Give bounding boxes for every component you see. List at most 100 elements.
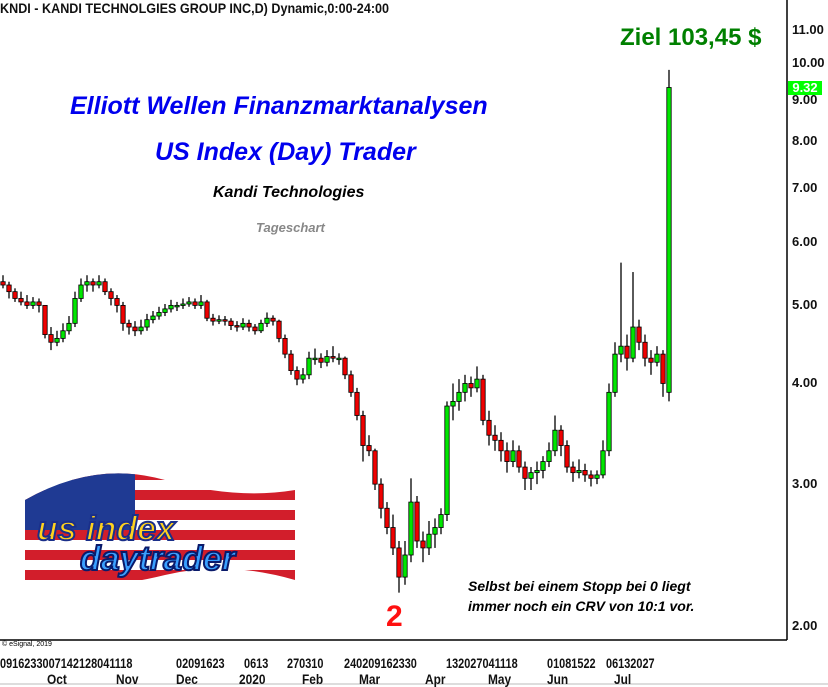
candle: [642, 334, 648, 367]
x-day-labels: 270310: [287, 655, 324, 671]
candle: [288, 350, 294, 375]
candle-body: [180, 303, 186, 306]
candle: [558, 425, 564, 457]
candle: [444, 401, 450, 521]
candle: [534, 461, 540, 485]
svg-text:us index: us index: [37, 510, 177, 548]
candle-body: [330, 356, 336, 359]
y-tick-label: 5.00: [792, 297, 818, 313]
chart-header: KNDI - KANDI TECHNOLGIES GROUP INC,D) Dy…: [0, 0, 390, 16]
candle: [84, 275, 90, 292]
candle-body: [78, 284, 84, 299]
candle: [138, 319, 144, 335]
candle: [564, 440, 570, 473]
candle-body: [552, 429, 558, 452]
candle: [570, 461, 576, 482]
candle-body: [0, 281, 6, 286]
candle-body: [318, 357, 324, 363]
x-day-labels: 06132027: [606, 655, 655, 671]
candle: [246, 319, 252, 332]
title-line-2: US Index (Day) Trader: [155, 138, 416, 166]
candle-body: [198, 301, 204, 306]
candle-body: [234, 325, 240, 328]
candle-body: [108, 291, 114, 299]
candle: [624, 334, 630, 371]
candle: [264, 312, 270, 328]
note-line-2: immer noch ein CRV von 10:1 vor.: [468, 598, 695, 614]
candle: [606, 383, 612, 457]
candle-body: [12, 291, 18, 299]
candle-body: [348, 374, 354, 393]
candle-body: [150, 315, 156, 321]
candle: [18, 291, 24, 306]
candle-body: [504, 450, 510, 462]
candle: [654, 346, 660, 367]
y-tick-label: 4.00: [792, 375, 818, 391]
candle: [132, 321, 138, 337]
y-tick-label: 3.00: [792, 476, 818, 492]
candle: [396, 540, 402, 593]
candle-body: [240, 322, 246, 328]
candle: [312, 348, 318, 365]
candle-body: [6, 284, 12, 293]
candle: [222, 316, 228, 326]
x-month-label: Dec: [176, 671, 198, 687]
candle-body: [438, 514, 444, 528]
candle: [390, 514, 396, 555]
candle-body: [168, 304, 174, 310]
us-index-daytrader-logo: us index daytrader: [25, 473, 295, 591]
candle: [492, 425, 498, 451]
title-line-1: Elliott Wellen Finanzmarktanalysen: [70, 92, 488, 120]
candle-body: [498, 439, 504, 452]
company-name: Kandi Technologies: [213, 184, 365, 201]
candle-body: [84, 281, 90, 286]
candle: [174, 301, 180, 312]
candle: [96, 275, 102, 289]
candle-body: [24, 301, 30, 306]
candle-body: [414, 501, 420, 542]
candle-body: [378, 483, 384, 509]
candle-body: [120, 304, 126, 324]
candle-body: [18, 298, 24, 303]
candle: [630, 272, 636, 363]
candle-body: [666, 87, 672, 393]
x-day-labels: 02091623: [176, 655, 225, 671]
timeframe-label: Tageschart: [256, 220, 325, 235]
candle: [108, 288, 114, 306]
candle: [204, 299, 210, 322]
candle: [78, 278, 84, 302]
candle: [588, 470, 594, 487]
y-tick-label: 2.00: [792, 618, 818, 633]
candle-body: [282, 337, 288, 355]
candle-body: [654, 353, 660, 363]
candle: [474, 366, 480, 393]
candle-body: [648, 357, 654, 363]
candle-body: [264, 317, 270, 324]
price-target: Ziel 103,45 $: [620, 24, 762, 51]
candle: [0, 275, 6, 289]
candle-body: [384, 507, 390, 528]
candle: [342, 356, 348, 380]
candle-body: [66, 322, 72, 332]
candle: [510, 440, 516, 468]
candle-body: [624, 345, 630, 359]
candle: [378, 478, 384, 519]
candle: [450, 383, 456, 421]
y-tick-label: 11.00: [792, 21, 824, 37]
candle: [486, 410, 492, 446]
candle: [252, 324, 258, 335]
candle-body: [162, 308, 168, 313]
candle: [432, 518, 438, 548]
candle-body: [42, 304, 48, 335]
candle-body: [540, 461, 546, 471]
candle-body: [468, 383, 474, 389]
candle: [180, 298, 186, 309]
candle-body: [246, 322, 252, 328]
last-price-badge: 9.32: [788, 81, 822, 95]
candle-body: [126, 322, 132, 328]
candle: [552, 415, 558, 457]
candle-body: [408, 501, 414, 556]
candle-body: [360, 415, 366, 446]
candle-body: [252, 326, 258, 332]
candle: [234, 321, 240, 332]
